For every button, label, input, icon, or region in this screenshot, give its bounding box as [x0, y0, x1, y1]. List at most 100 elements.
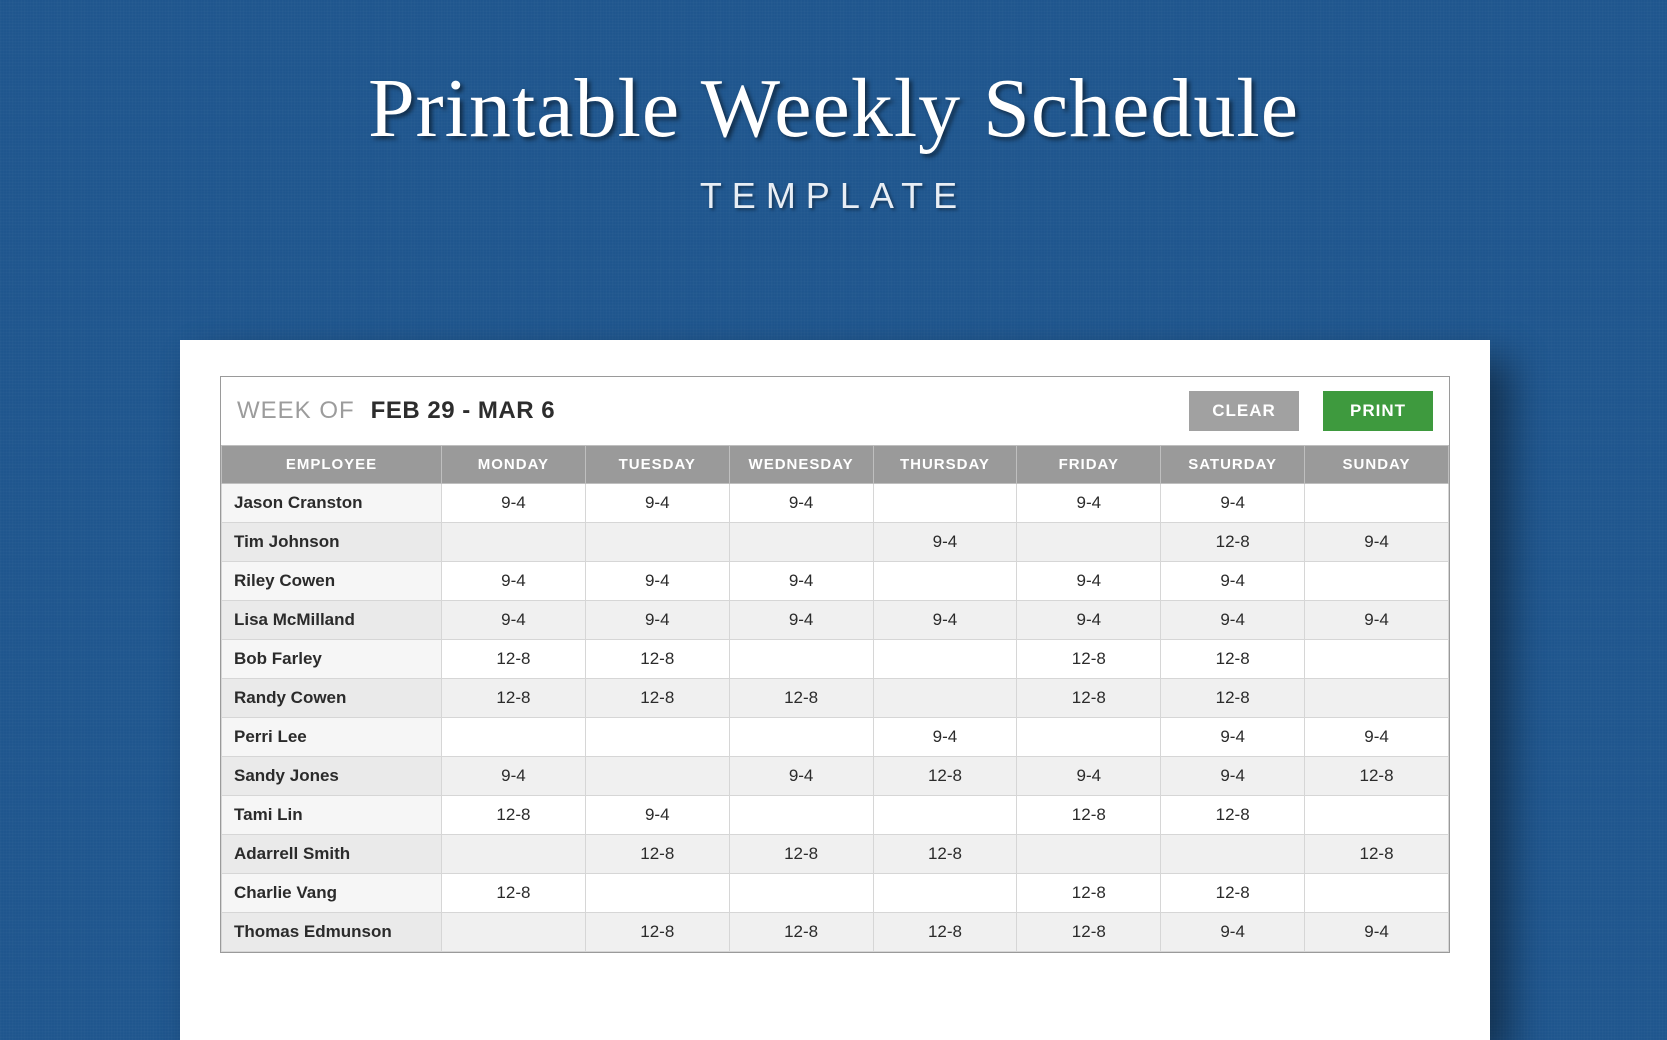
table-header-row: EMPLOYEE MONDAY TUESDAY WEDNESDAY THURSD… [222, 446, 1449, 484]
employee-name-cell: Sandy Jones [222, 757, 442, 796]
shift-cell: 9-4 [585, 562, 729, 601]
employee-name-cell: Thomas Edmunson [222, 913, 442, 952]
shift-cell [442, 835, 586, 874]
employee-name-cell: Bob Farley [222, 640, 442, 679]
shift-cell: 9-4 [1017, 757, 1161, 796]
shift-cell: 9-4 [585, 601, 729, 640]
shift-cell [729, 796, 873, 835]
shift-cell [442, 523, 586, 562]
shift-cell: 9-4 [873, 718, 1017, 757]
shift-cell [729, 523, 873, 562]
col-header-sunday: SUNDAY [1305, 446, 1449, 484]
table-row: Lisa McMilland9-49-49-49-49-49-49-4 [222, 601, 1449, 640]
hero-banner: Printable Weekly Schedule TEMPLATE [0, 0, 1667, 217]
table-row: Adarrell Smith12-812-812-812-8 [222, 835, 1449, 874]
shift-cell [873, 640, 1017, 679]
shift-cell: 9-4 [1305, 718, 1449, 757]
shift-cell: 9-4 [1161, 601, 1305, 640]
col-header-tuesday: TUESDAY [585, 446, 729, 484]
shift-cell [442, 913, 586, 952]
employee-name-cell: Riley Cowen [222, 562, 442, 601]
employee-name-cell: Tim Johnson [222, 523, 442, 562]
shift-cell [585, 874, 729, 913]
col-header-saturday: SATURDAY [1161, 446, 1305, 484]
shift-cell: 9-4 [1161, 718, 1305, 757]
shift-cell: 12-8 [873, 835, 1017, 874]
shift-cell [729, 718, 873, 757]
employee-name-cell: Perri Lee [222, 718, 442, 757]
table-row: Bob Farley12-812-812-812-8 [222, 640, 1449, 679]
shift-cell: 9-4 [729, 601, 873, 640]
shift-cell [1305, 679, 1449, 718]
shift-cell: 9-4 [585, 796, 729, 835]
shift-cell: 9-4 [585, 484, 729, 523]
table-row: Riley Cowen9-49-49-49-49-4 [222, 562, 1449, 601]
shift-cell: 12-8 [1161, 640, 1305, 679]
table-row: Charlie Vang12-812-812-8 [222, 874, 1449, 913]
shift-cell [1017, 718, 1161, 757]
shift-cell [585, 757, 729, 796]
shift-cell [873, 796, 1017, 835]
shift-cell: 12-8 [1017, 679, 1161, 718]
shift-cell: 9-4 [1305, 601, 1449, 640]
shift-cell: 12-8 [1017, 913, 1161, 952]
employee-name-cell: Adarrell Smith [222, 835, 442, 874]
shift-cell [873, 679, 1017, 718]
shift-cell: 9-4 [1017, 562, 1161, 601]
shift-cell: 9-4 [729, 484, 873, 523]
shift-cell: 12-8 [1305, 757, 1449, 796]
table-row: Randy Cowen12-812-812-812-812-8 [222, 679, 1449, 718]
clear-button[interactable]: CLEAR [1189, 391, 1299, 431]
shift-cell: 12-8 [1017, 640, 1161, 679]
employee-name-cell: Jason Cranston [222, 484, 442, 523]
shift-cell: 12-8 [585, 640, 729, 679]
shift-cell: 9-4 [1161, 484, 1305, 523]
employee-name-cell: Randy Cowen [222, 679, 442, 718]
shift-cell: 12-8 [729, 913, 873, 952]
schedule-sheet: WEEK OF FEB 29 - MAR 6 CLEAR PRINT EMPLO… [180, 340, 1490, 1040]
shift-cell [873, 874, 1017, 913]
print-button[interactable]: PRINT [1323, 391, 1433, 431]
table-row: Tim Johnson9-412-89-4 [222, 523, 1449, 562]
shift-cell: 9-4 [873, 601, 1017, 640]
shift-cell: 9-4 [1017, 601, 1161, 640]
shift-cell: 9-4 [729, 562, 873, 601]
shift-cell: 9-4 [873, 523, 1017, 562]
shift-cell: 12-8 [585, 679, 729, 718]
shift-cell: 9-4 [442, 484, 586, 523]
week-of-label: WEEK OF [237, 397, 355, 425]
shift-cell: 9-4 [1305, 523, 1449, 562]
shift-cell: 12-8 [729, 679, 873, 718]
employee-name-cell: Lisa McMilland [222, 601, 442, 640]
shift-cell: 9-4 [1305, 913, 1449, 952]
schedule-header-bar: WEEK OF FEB 29 - MAR 6 CLEAR PRINT [221, 377, 1449, 445]
shift-cell [1305, 874, 1449, 913]
shift-cell [585, 718, 729, 757]
shift-cell: 9-4 [729, 757, 873, 796]
shift-cell: 9-4 [442, 601, 586, 640]
shift-cell: 12-8 [1161, 796, 1305, 835]
shift-cell: 12-8 [442, 640, 586, 679]
shift-cell [873, 484, 1017, 523]
shift-cell: 12-8 [873, 913, 1017, 952]
col-header-employee: EMPLOYEE [222, 446, 442, 484]
shift-cell: 9-4 [1161, 913, 1305, 952]
employee-name-cell: Tami Lin [222, 796, 442, 835]
shift-cell: 12-8 [442, 679, 586, 718]
shift-cell: 12-8 [1161, 523, 1305, 562]
shift-cell: 12-8 [873, 757, 1017, 796]
page-subtitle: TEMPLATE [0, 175, 1667, 217]
shift-cell: 9-4 [442, 562, 586, 601]
schedule-table: EMPLOYEE MONDAY TUESDAY WEDNESDAY THURSD… [221, 445, 1449, 952]
shift-cell [1305, 484, 1449, 523]
shift-cell: 12-8 [1305, 835, 1449, 874]
shift-cell [873, 562, 1017, 601]
col-header-thursday: THURSDAY [873, 446, 1017, 484]
table-row: Perri Lee9-49-49-4 [222, 718, 1449, 757]
shift-cell: 12-8 [1017, 874, 1161, 913]
shift-cell: 9-4 [1161, 562, 1305, 601]
shift-cell [1305, 562, 1449, 601]
shift-cell [1017, 835, 1161, 874]
table-row: Tami Lin12-89-412-812-8 [222, 796, 1449, 835]
shift-cell [1017, 523, 1161, 562]
